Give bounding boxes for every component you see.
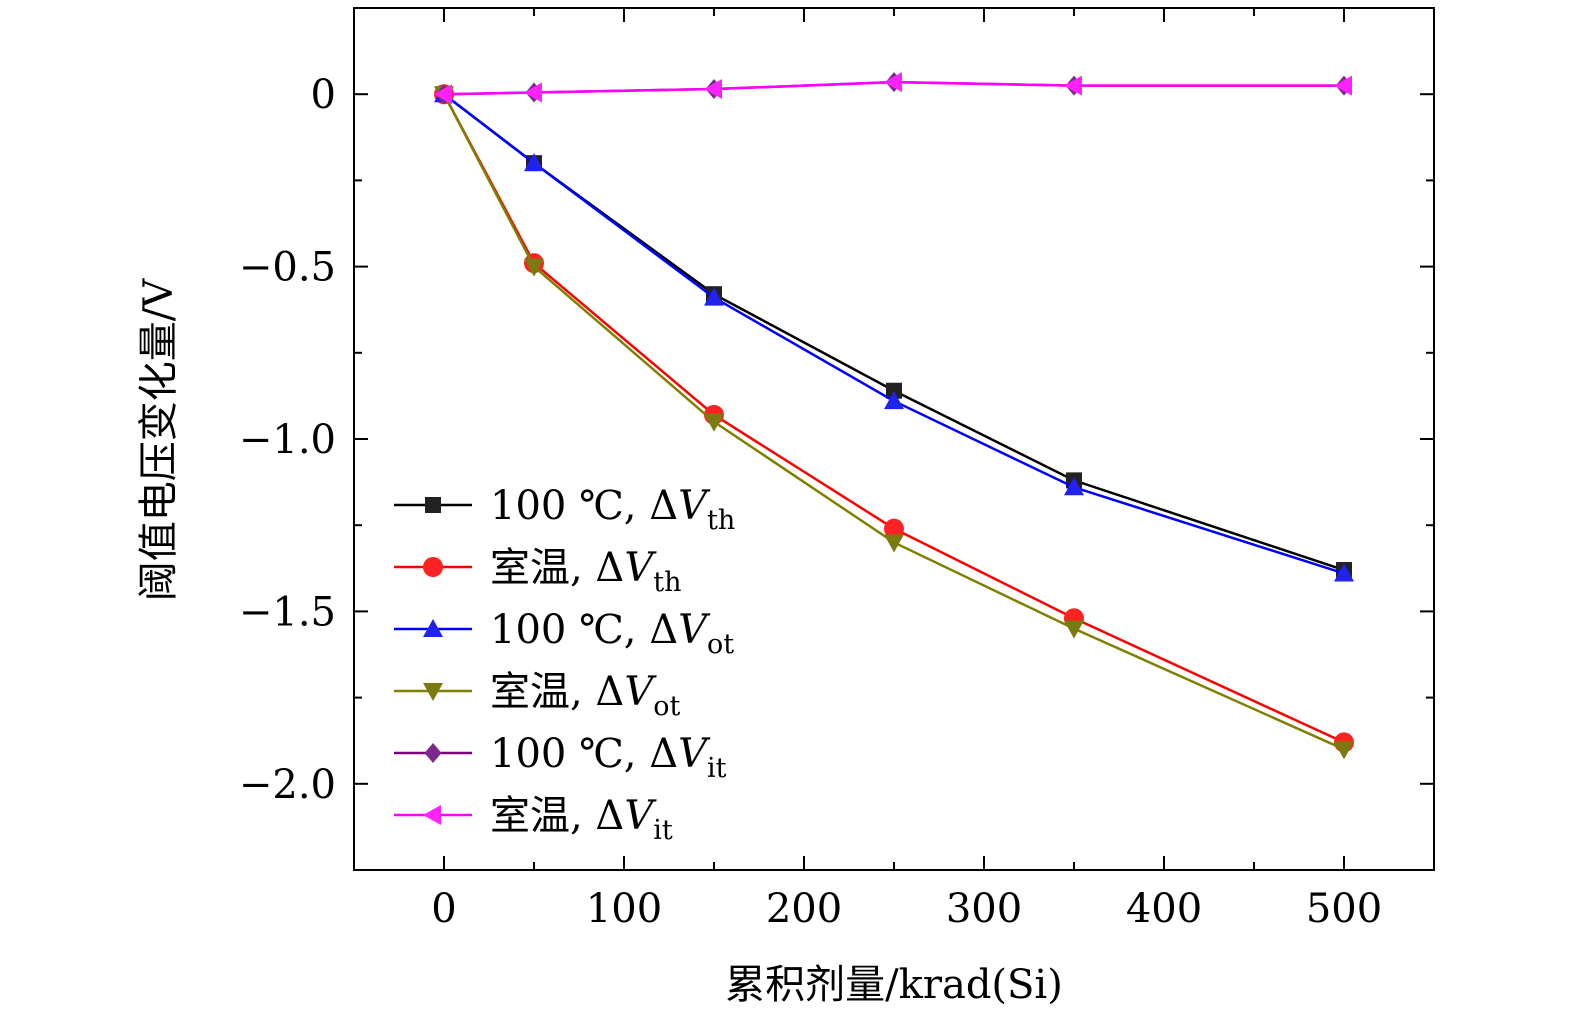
- legend-item: 100 ℃, ΔVit: [394, 731, 727, 784]
- data-point: [1334, 563, 1354, 582]
- data-point: [886, 382, 902, 399]
- axis-ticks: [353, 7, 1435, 871]
- data-point: [1064, 75, 1082, 96]
- x-tick-label: 200: [766, 886, 842, 932]
- legend-label: 100 ℃, ΔVit: [490, 731, 727, 784]
- legend-label: 室温, ΔVot: [490, 669, 680, 722]
- legend-marker: [423, 619, 443, 637]
- y-tick-label: −0.5: [239, 245, 336, 291]
- data-point: [884, 72, 902, 93]
- data-point: [524, 153, 544, 172]
- legend: 100 ℃, ΔVth 室温, ΔVth 100 ℃, ΔVot 室温, ΔVot 10…: [394, 483, 735, 846]
- y-tick-label: 0: [311, 72, 336, 118]
- data-point: [1334, 75, 1352, 96]
- data-point: [524, 258, 544, 277]
- legend-label: 100 ℃, ΔVot: [490, 607, 734, 660]
- series-line: [442, 93, 1345, 751]
- x-tick-label: 0: [431, 886, 456, 932]
- data-point: [884, 391, 904, 410]
- data-point: [1064, 477, 1084, 496]
- data-point: [1064, 620, 1084, 639]
- data-point: [1334, 741, 1354, 760]
- data-point: [704, 79, 722, 100]
- legend-item: 室温, ΔVit: [394, 793, 673, 846]
- legend-label: 室温, ΔVit: [490, 793, 673, 846]
- legend-marker: [423, 557, 443, 577]
- data-point: [704, 287, 724, 306]
- legend-item: 100 ℃, ΔVot: [394, 607, 734, 660]
- legend-marker: [424, 743, 442, 763]
- legend-label: 室温, ΔVth: [490, 545, 681, 598]
- series-layer: [434, 72, 1354, 760]
- legend-label: 100 ℃, ΔVth: [490, 483, 735, 536]
- y-axis-title: 阈值电压变化量/V: [136, 278, 182, 601]
- data-point: [704, 413, 724, 432]
- data-point: [434, 84, 452, 105]
- legend-marker: [423, 805, 441, 825]
- series-line: [443, 93, 1345, 575]
- x-tick-label: 300: [946, 886, 1022, 932]
- x-axis-title: 累积剂量/krad(Si): [725, 962, 1063, 1008]
- series-line: [443, 80, 1344, 96]
- legend-marker: [423, 683, 443, 701]
- y-tick-label: −1.5: [239, 589, 336, 635]
- series-6: [434, 72, 1352, 105]
- series-4: [434, 86, 1354, 760]
- legend-marker: [425, 497, 441, 513]
- x-tick-label: 500: [1306, 886, 1382, 932]
- legend-item: 室温, ΔVot: [394, 669, 680, 722]
- y-tick-label: −1.0: [239, 417, 336, 463]
- y-tick-label: −2.0: [239, 762, 336, 808]
- x-tick-label: 400: [1126, 886, 1202, 932]
- data-point: [884, 534, 904, 553]
- data-point: [884, 518, 904, 539]
- legend-item: 室温, ΔVth: [394, 545, 681, 598]
- data-point: [524, 82, 542, 103]
- x-tick-label: 100: [586, 886, 662, 932]
- legend-item: 100 ℃, ΔVth: [394, 483, 735, 536]
- series-line: [442, 93, 1345, 744]
- tick-labels: 0 100 200 300 400 500 0 −0.5 −1.0 −1.5 −2.0: [239, 72, 1382, 932]
